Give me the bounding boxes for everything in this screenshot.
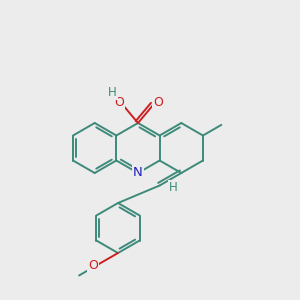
Text: H: H	[108, 85, 117, 99]
Text: N: N	[133, 167, 143, 179]
Text: O: O	[88, 260, 98, 272]
Text: O: O	[153, 96, 163, 109]
Text: O: O	[114, 96, 124, 109]
Text: H: H	[169, 181, 178, 194]
